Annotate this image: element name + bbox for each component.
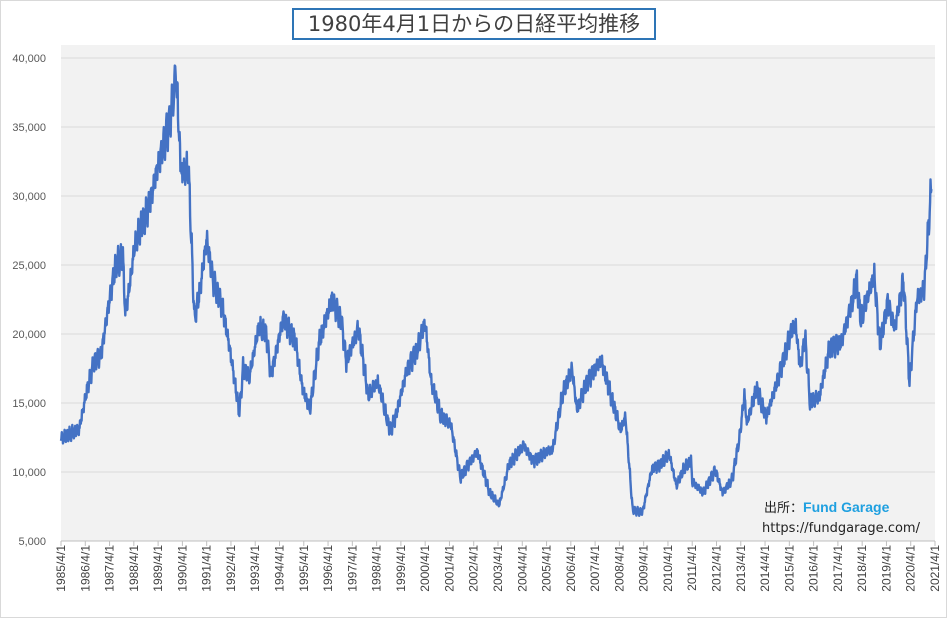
source-credit: 出所：Fund Garage [764,497,889,516]
x-tick-label: 1995/4/1 [297,545,311,592]
x-tick-label: 2015/4/1 [782,545,796,592]
x-tick-label: 2012/4/1 [710,545,724,592]
y-tick-label: 20,000 [12,329,46,341]
x-tick-label: 2021/4/1 [928,545,942,592]
chart-title: 1980年4月1日からの日経平均推移 [292,8,656,40]
x-tick-label: 1988/4/1 [127,545,141,592]
x-tick-label: 1987/4/1 [103,545,117,592]
x-tick-label: 1989/4/1 [151,545,165,592]
x-tick-label: 2008/4/1 [612,545,626,592]
x-tick-label: 2013/4/1 [734,545,748,592]
x-tick-label: 2000/4/1 [418,545,432,592]
x-tick-label: 2004/4/1 [515,545,529,592]
source-brand: Fund Garage [803,499,890,515]
x-tick-label: 1997/4/1 [345,545,359,592]
source-url[interactable]: https://fundgarage.com/ [762,521,920,536]
x-tick-label: 1996/4/1 [321,545,335,592]
x-tick-label: 2018/4/1 [855,545,869,592]
y-tick-label: 10,000 [12,467,46,479]
x-tick-label: 2014/4/1 [758,545,772,592]
y-tick-label: 25,000 [12,260,46,272]
x-tick-label: 2019/4/1 [879,545,893,592]
x-tick-label: 2016/4/1 [807,545,821,592]
x-tick-label: 2017/4/1 [831,545,845,592]
plot-area [61,45,935,541]
y-tick-label: 30,000 [12,191,46,203]
x-tick-label: 1992/4/1 [224,545,238,592]
x-tick-label: 1994/4/1 [273,545,287,592]
y-tick-label: 40,000 [12,53,46,65]
series-line-nikkei [59,64,933,517]
x-tick-label: 2020/4/1 [904,545,918,592]
x-tick-label: 2002/4/1 [467,545,481,592]
source-label: 出所： [764,501,804,516]
x-tick-label: 1986/4/1 [78,545,92,592]
x-tick-label: 2010/4/1 [661,545,675,592]
x-tick-label: 2006/4/1 [564,545,578,592]
y-tick-label: 35,000 [12,122,46,134]
x-tick-label: 1998/4/1 [370,545,384,592]
y-tick-label: 15,000 [12,398,46,410]
x-tick-label: 1990/4/1 [175,545,189,592]
x-tick-label: 1985/4/1 [54,545,68,592]
y-tick-label: 5,000 [18,536,46,548]
x-tick-label: 1999/4/1 [394,545,408,592]
x-tick-label: 2003/4/1 [491,545,505,592]
x-tick-label: 2009/4/1 [637,545,651,592]
x-tick-label: 1993/4/1 [248,545,262,592]
x-tick-label: 1991/4/1 [200,545,214,592]
x-tick-label: 2011/4/1 [685,545,699,591]
x-tick-label: 2007/4/1 [588,545,602,592]
x-tick-label: 2001/4/1 [442,545,456,592]
x-tick-label: 2005/4/1 [540,545,554,592]
